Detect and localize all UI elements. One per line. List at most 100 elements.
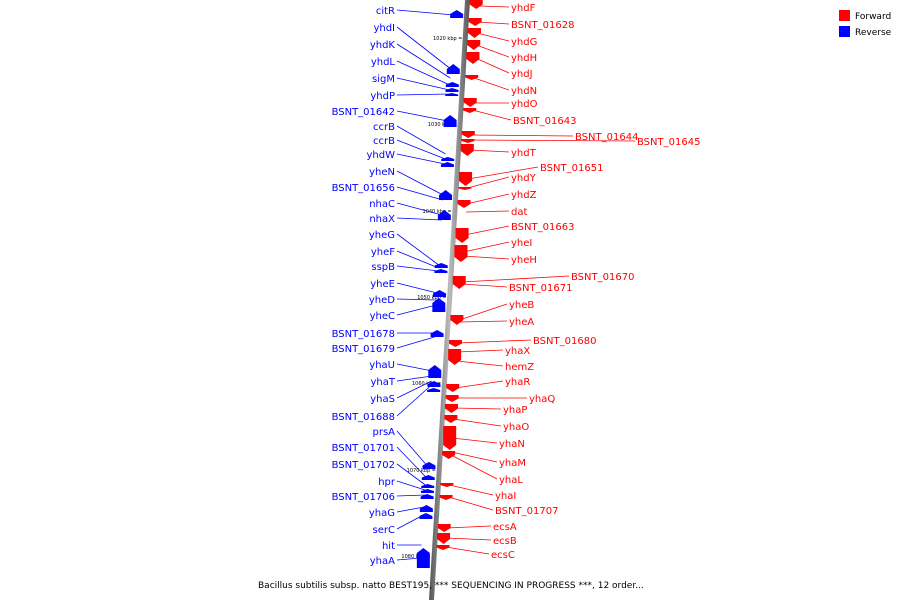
gene-label-citr: citR	[376, 6, 395, 17]
gene-label-bsnt-01642: BSNT_01642	[332, 107, 395, 118]
chromosome-axis	[429, 0, 470, 600]
forward-leader-line	[456, 360, 504, 367]
forward-leader-line	[452, 437, 498, 444]
forward-leader-line	[454, 407, 502, 410]
gene-label-yhen: yheN	[369, 167, 395, 178]
gene-label-yhdz: yhdZ	[511, 190, 537, 201]
reverse-gene-block	[441, 157, 455, 161]
reverse-leader-line	[396, 125, 446, 155]
gene-label-bsnt-01656: BSNT_01656	[332, 183, 395, 194]
gene-label-yhec: yheC	[370, 311, 395, 322]
forward-gene-block	[445, 395, 459, 402]
forward-leader-line	[453, 418, 502, 427]
gene-label-yhdg: yhdG	[511, 37, 537, 48]
kbp-label: 1050 kbp	[417, 295, 441, 301]
forward-gene-block	[450, 315, 464, 325]
gene-label-ecsc: ecsC	[491, 550, 515, 561]
forward-leader-line	[466, 210, 510, 213]
reverse-leader-line	[396, 250, 439, 269]
gene-label-yhdf: yhdF	[511, 3, 536, 14]
forward-leader-line	[459, 320, 508, 323]
reverse-gene-block	[421, 484, 435, 488]
forward-leader-line	[476, 32, 510, 42]
gene-label-bsnt-01670: BSNT_01670	[571, 272, 634, 283]
reverse-leader-line	[396, 494, 425, 497]
gene-label-yhdy: yhdY	[511, 173, 537, 184]
reverse-leader-line	[396, 93, 450, 96]
reverse-leader-line	[396, 202, 442, 216]
reverse-gene-block	[437, 210, 451, 220]
gene-label-bsnt-01628: BSNT_01628	[511, 20, 574, 31]
forward-gene-block	[452, 276, 466, 289]
forward-leader-line	[457, 349, 504, 353]
reverse-gene-block	[421, 475, 435, 480]
forward-gene-block	[461, 139, 475, 143]
forward-leader-line	[478, 5, 510, 8]
gene-label-ccrb: ccrB	[373, 136, 395, 147]
forward-leader-line	[446, 537, 492, 541]
reverse-leader-line	[396, 170, 444, 196]
gene-label-bsnt-01688: BSNT_01688	[332, 412, 395, 423]
forward-leader-line	[472, 109, 512, 121]
forward-leader-line	[450, 454, 498, 480]
forward-gene-block	[463, 108, 477, 113]
axis-line	[429, 0, 470, 600]
forward-leader-line	[470, 139, 636, 142]
gene-label-hemz: hemZ	[505, 362, 534, 373]
gene-label-bsnt-01706: BSNT_01706	[332, 492, 395, 503]
gene-label-bsnt-01645: BSNT_01645	[637, 137, 700, 148]
forward-gene-block	[437, 533, 451, 544]
forward-gene-block	[469, 0, 483, 9]
gene-label-yhdw: yhdW	[367, 150, 396, 161]
reverse-leader-line	[396, 463, 426, 486]
reverse-leader-line	[396, 186, 443, 201]
forward-gene-block	[457, 200, 471, 208]
gene-label-yhed: yheD	[369, 295, 395, 306]
reverse-leader-line	[396, 298, 437, 301]
gene-label-yham: yhaM	[499, 458, 526, 469]
forward-leader-line	[464, 225, 510, 236]
kbp-scale: 1020 kbp 1030 kbp 1040 kbp 1050 kbp 1060 kbp…	[401, 36, 462, 560]
gene-label-yhef: yheF	[371, 247, 395, 258]
reverse-leader-line	[396, 77, 450, 91]
reverse-leader-line	[396, 233, 440, 266]
reverse-gene-block	[433, 290, 447, 297]
forward-leader-line	[463, 241, 510, 253]
reverse-leader-line	[396, 43, 451, 79]
forward-leader-line	[474, 77, 510, 91]
forward-leader-line	[446, 525, 492, 529]
gene-label-yhdp: yhdP	[370, 91, 395, 102]
reverse-leader-line	[396, 380, 432, 399]
gene-label-nhax: nhaX	[369, 214, 395, 225]
gene-label-bsnt-01643: BSNT_01643	[513, 116, 576, 127]
forward-leader-line	[445, 546, 490, 555]
label-leader-lines	[396, 5, 636, 561]
reverse-gene-block	[434, 269, 448, 273]
gene-label-yhdj: yhdJ	[511, 69, 533, 80]
gene-label-yhar: yhaR	[505, 377, 530, 388]
forward-leader-line	[476, 44, 510, 58]
reverse-gene-block	[450, 10, 464, 18]
forward-leader-line	[467, 176, 510, 189]
forward-leader-line	[475, 57, 510, 74]
gene-label-prsa: prsA	[372, 427, 395, 438]
gene-label-yheg: yheG	[369, 230, 395, 241]
gene-label-bsnt-01651: BSNT_01651	[540, 163, 603, 174]
reverse-leader-line	[396, 514, 424, 530]
reverse-gene-block	[428, 365, 442, 378]
forward-gene-block	[463, 98, 477, 107]
reverse-gene-block	[440, 162, 454, 167]
kbp-label: 1060 kbp	[412, 381, 436, 387]
gene-label-dat: dat	[511, 207, 527, 218]
reverse-gene-block	[445, 82, 459, 87]
forward-leader-line	[455, 380, 504, 389]
gene-label-bsnt-01707: BSNT_01707	[495, 506, 558, 517]
forward-gene-block	[466, 52, 480, 64]
gene-label-yhai: yhaI	[495, 491, 516, 502]
reverse-leader-line	[396, 336, 435, 349]
forward-gene-block	[459, 172, 473, 186]
reverse-gene-block	[419, 513, 433, 519]
forward-gene-block	[444, 415, 458, 423]
gene-label-yhal: yhaL	[499, 475, 523, 486]
gene-label-yhei: yheI	[511, 238, 532, 249]
